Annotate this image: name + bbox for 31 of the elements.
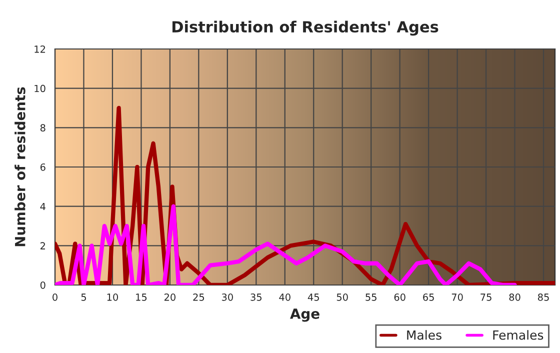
y-tick-label: 10 <box>34 84 46 92</box>
x-axis-title: Age <box>290 308 320 322</box>
chart-title: Distribution of Residents' Ages <box>172 20 438 36</box>
x-tick-label: 15 <box>136 294 147 301</box>
x-tick-label: 45 <box>308 294 319 301</box>
x-tick-label: 80 <box>509 294 520 301</box>
x-tick-label: 70 <box>452 294 463 301</box>
x-tick-label: 40 <box>279 294 290 301</box>
x-tick-label: 30 <box>222 294 233 301</box>
x-tick-label: 65 <box>423 294 434 301</box>
x-tick-label: 35 <box>250 294 262 301</box>
x-tick-label: 20 <box>164 294 176 301</box>
line-series <box>55 204 517 285</box>
x-tick-label: 10 <box>107 294 118 301</box>
x-tick-label: 55 <box>366 294 376 301</box>
x-tick-label: 50 <box>336 294 348 301</box>
x-tick-label: 5 <box>81 294 86 301</box>
x-tick-label: 60 <box>394 294 406 301</box>
legend-label: Females <box>493 330 544 340</box>
y-tick-label: 8 <box>40 124 46 132</box>
y-axis-title: Number of residents <box>14 87 26 246</box>
y-tick-label: 6 <box>40 163 46 171</box>
legend-label: Males <box>407 330 442 340</box>
x-tick-label: 85 <box>538 294 549 301</box>
x-tick-label: 0 <box>52 294 58 301</box>
y-tick-label: 12 <box>34 45 45 53</box>
y-tick-label: 0 <box>40 281 46 289</box>
x-tick-label: 25 <box>193 294 204 301</box>
y-tick-label: 2 <box>40 242 45 250</box>
y-tick-label: 4 <box>40 202 46 210</box>
x-tick-label: 75 <box>480 294 492 301</box>
